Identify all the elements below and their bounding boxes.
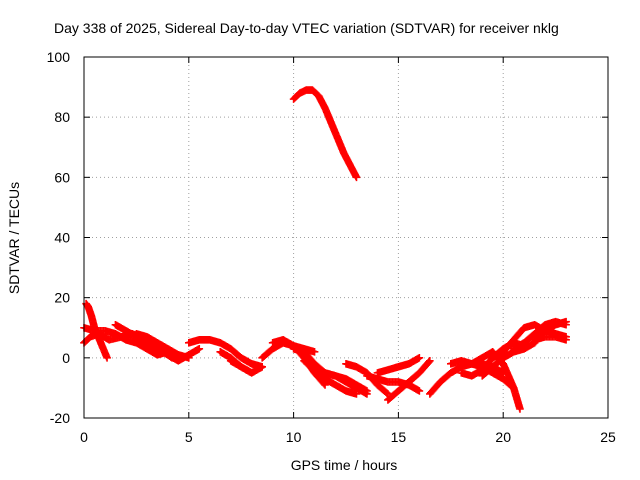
data-point	[425, 358, 433, 366]
y-tick-label: 100	[47, 49, 71, 65]
x-tick-label: 10	[286, 429, 302, 445]
y-tick-label: 60	[54, 169, 70, 185]
data-point	[516, 405, 524, 413]
data-series-track-24	[509, 317, 570, 353]
data-series-track-17	[373, 354, 424, 377]
data-point	[384, 390, 392, 398]
axis-ticks: 0 5 10 15 20 25 -20 0 20 40 60 80 100	[47, 49, 616, 445]
data-points	[80, 86, 570, 413]
data-series-track-13	[321, 369, 371, 395]
data-point	[415, 387, 424, 395]
data-point	[415, 354, 424, 362]
data-series-track-16	[384, 357, 434, 404]
data-series-track-5	[132, 329, 193, 362]
data-point	[195, 345, 204, 353]
data-series-track-3	[82, 299, 111, 362]
x-tick-label: 0	[80, 429, 88, 445]
y-tick-label: -20	[50, 410, 70, 426]
data-point	[426, 357, 434, 365]
grid-lines	[84, 57, 608, 418]
data-point	[383, 389, 391, 397]
x-tick-label: 20	[495, 429, 511, 445]
data-point	[258, 363, 266, 371]
data-series-track-12	[300, 357, 361, 398]
data-series-track-8	[226, 357, 266, 377]
y-tick-label: 0	[62, 350, 70, 366]
data-point	[352, 390, 361, 398]
y-axis-label: SDTVAR / TECUs	[6, 182, 22, 294]
data-series-track-26	[289, 86, 361, 182]
y-tick-label: 40	[54, 230, 70, 246]
x-axis-label: GPS time / hours	[291, 457, 398, 473]
x-tick-label: 15	[391, 429, 407, 445]
data-point	[562, 320, 570, 329]
data-point	[320, 380, 328, 388]
x-tick-label: 25	[600, 429, 616, 445]
data-point	[310, 348, 319, 356]
data-series-track-25	[530, 332, 570, 344]
data-point	[321, 381, 329, 389]
chart-title: Day 338 of 2025, Sidereal Day-to-day VTE…	[54, 20, 559, 36]
data-point	[185, 354, 193, 362]
x-tick-label: 5	[185, 429, 193, 445]
y-tick-label: 20	[54, 290, 70, 306]
data-series-track-21	[467, 348, 524, 413]
data-point	[352, 173, 361, 182]
data-point	[103, 354, 111, 362]
y-tick-label: 80	[54, 109, 70, 125]
data-point	[363, 387, 371, 395]
data-point	[562, 335, 570, 344]
